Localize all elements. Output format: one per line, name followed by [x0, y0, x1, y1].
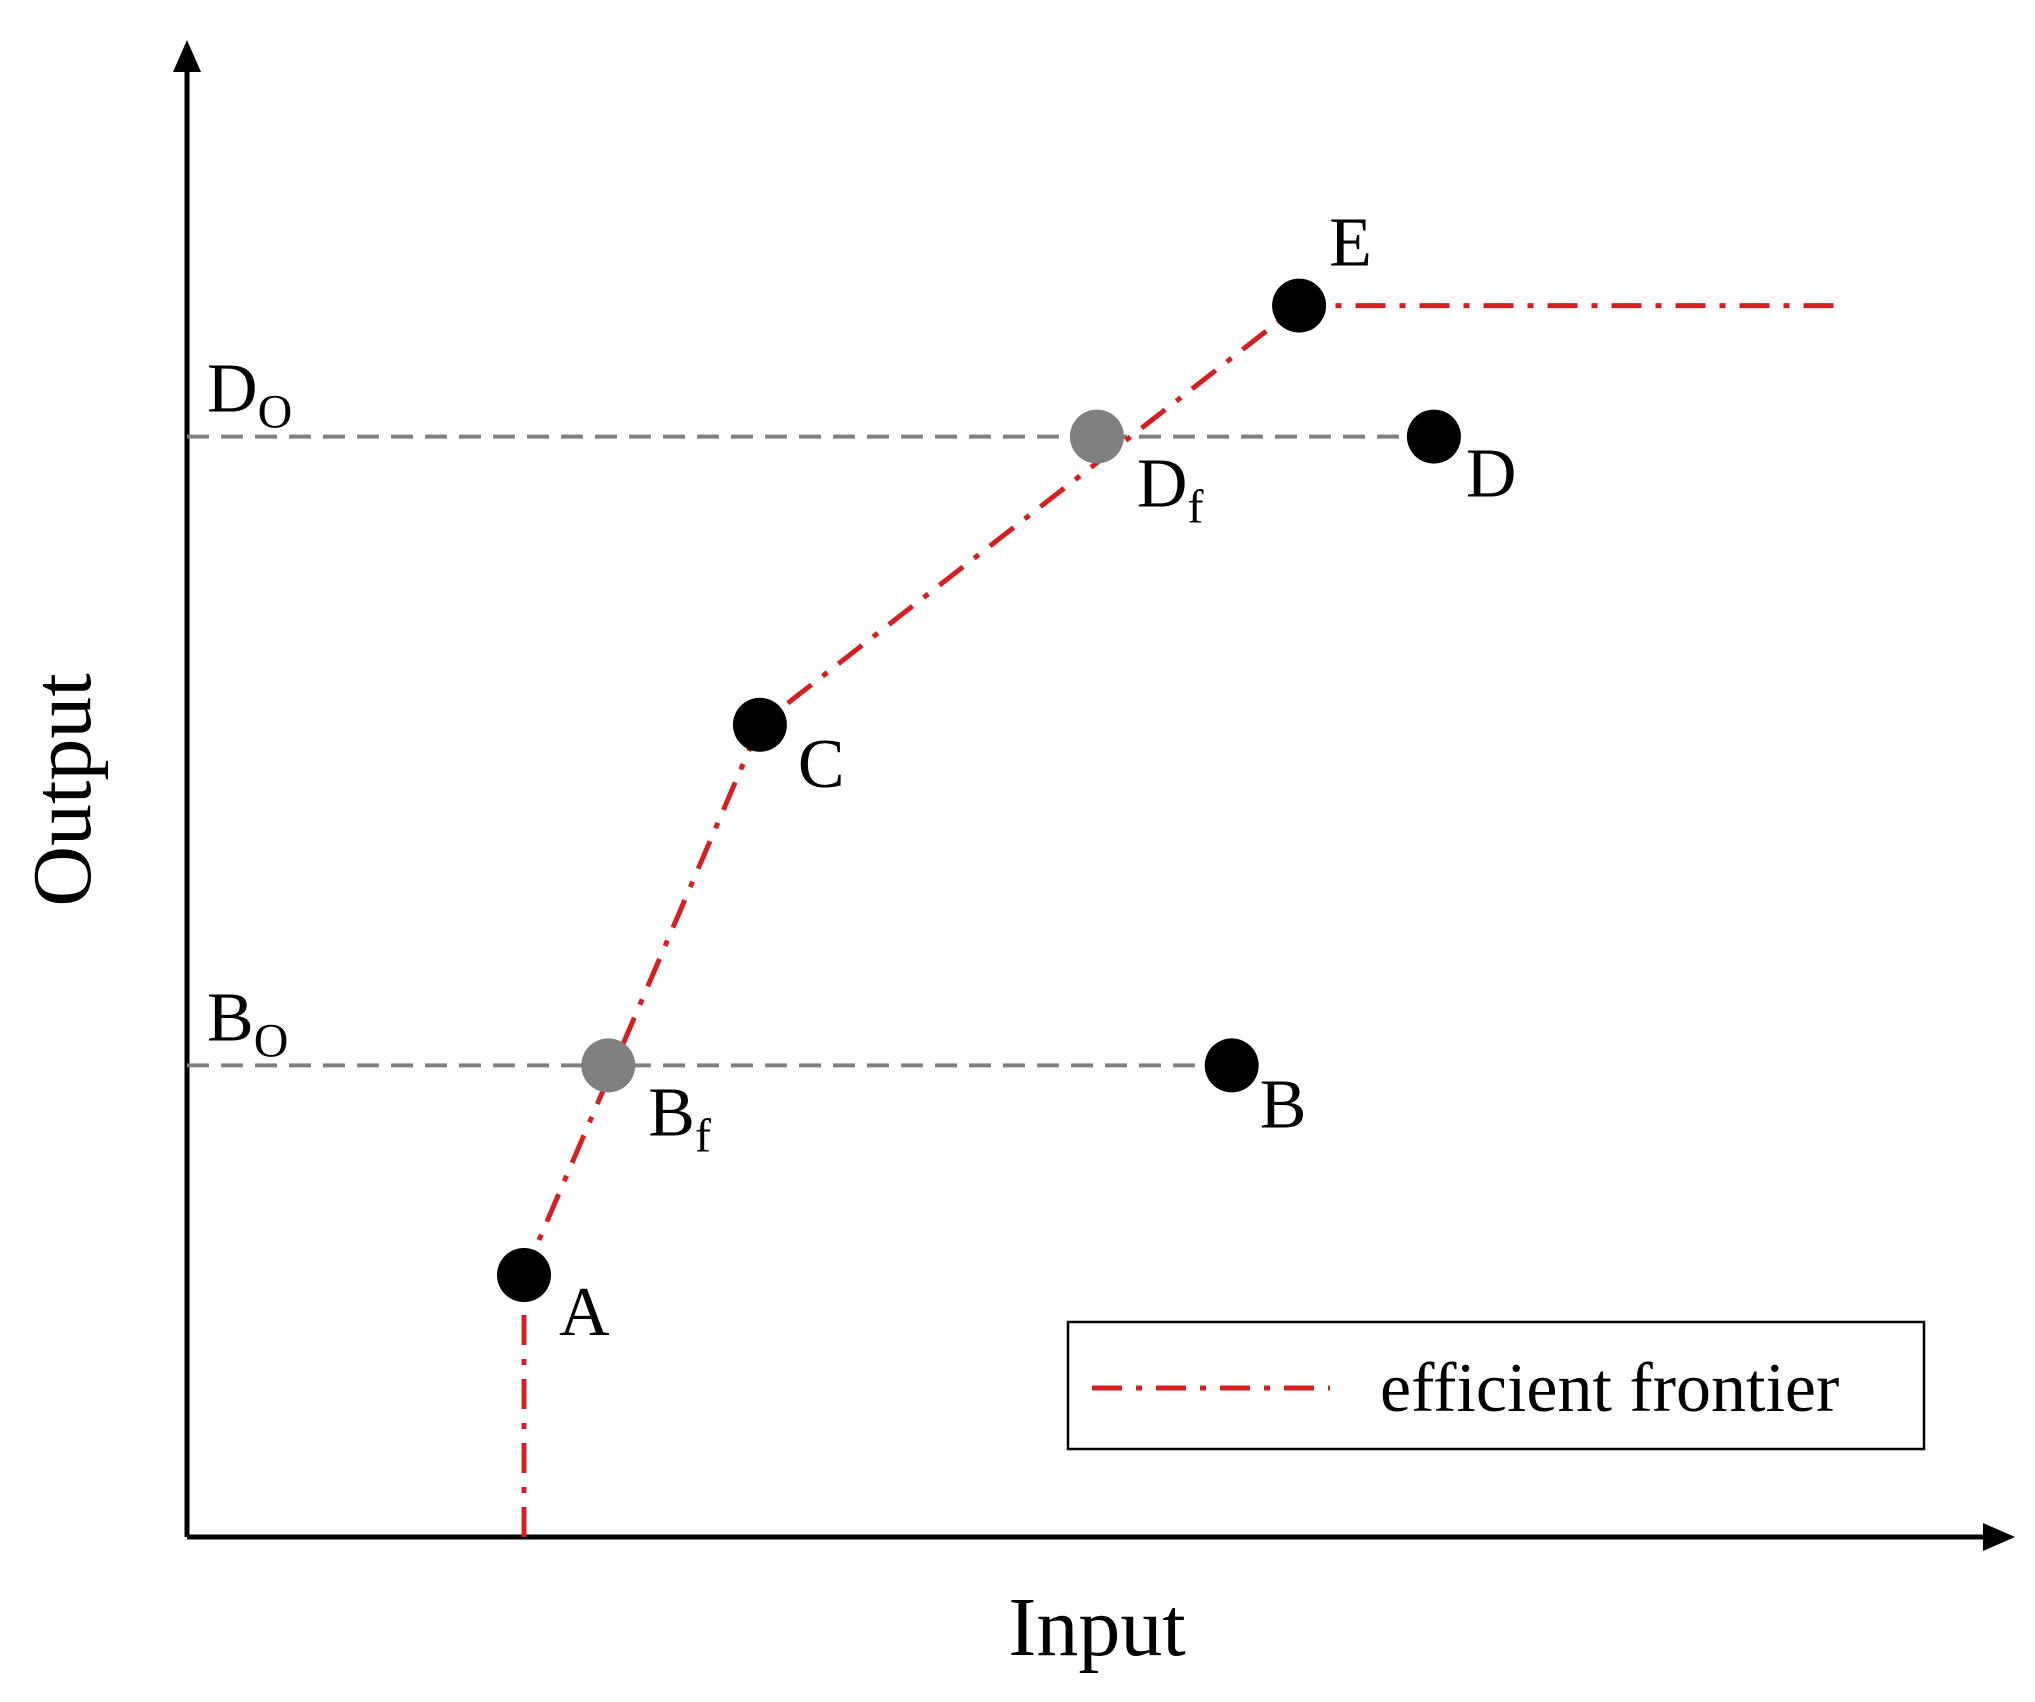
- x-axis-title: Input: [1008, 1581, 1185, 1674]
- label-bf: Bf: [648, 1074, 711, 1162]
- label-b: B: [1260, 1066, 1307, 1143]
- point-c: [732, 697, 787, 752]
- point-b: [1204, 1038, 1259, 1093]
- label-e: E: [1329, 205, 1372, 282]
- point-d: [1406, 409, 1461, 464]
- y-axis-title: Output: [16, 673, 109, 906]
- label-bo: BO: [207, 979, 288, 1067]
- legend: efficient frontier: [1066, 1320, 1926, 1451]
- point-bf: [581, 1038, 636, 1093]
- legend-box: [1066, 1320, 1926, 1451]
- x-axis-arrowhead: [1983, 1523, 2015, 1551]
- legend-label-frontier: efficient frontier: [1380, 1350, 1839, 1427]
- label-a: A: [559, 1274, 610, 1351]
- labels-layer: A B C D E Bf Df BO DO: [207, 205, 1516, 1351]
- y-axis-arrowhead: [173, 40, 201, 72]
- label-d: D: [1466, 436, 1517, 513]
- point-df: [1069, 409, 1124, 464]
- point-e: [1272, 278, 1327, 333]
- point-a: [497, 1248, 551, 1302]
- points-layer: [497, 278, 1461, 1302]
- label-do: DO: [207, 351, 292, 439]
- label-c: C: [798, 726, 845, 803]
- label-df: Df: [1137, 446, 1204, 534]
- axes: [173, 40, 2015, 1551]
- projection-lines: [187, 434, 1434, 1068]
